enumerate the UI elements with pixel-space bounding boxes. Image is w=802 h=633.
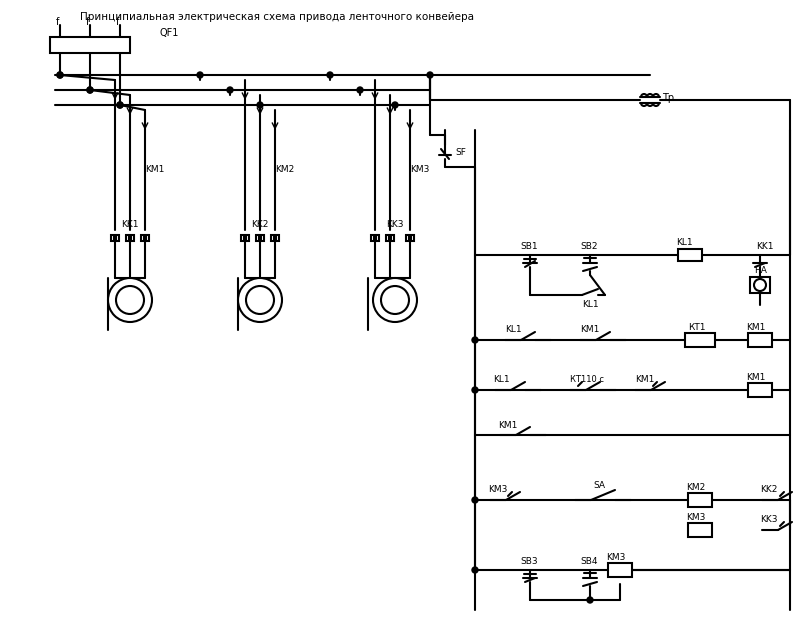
Bar [747, 383, 771, 397]
Bar [749, 277, 769, 293]
Text: SB3: SB3 [520, 558, 537, 567]
Bar [375, 235, 379, 241]
Text: Принципиальная электрическая схема привода ленточного конвейера: Принципиальная электрическая схема приво… [80, 12, 473, 22]
Bar [146, 235, 149, 241]
Text: KM2: KM2 [685, 484, 704, 492]
Circle shape [472, 497, 477, 503]
Text: KK1: KK1 [755, 242, 772, 251]
Bar [126, 235, 129, 241]
Bar [391, 235, 394, 241]
Text: f: f [115, 17, 119, 27]
Bar [607, 563, 631, 577]
Circle shape [117, 102, 123, 108]
Circle shape [257, 102, 263, 108]
Bar [50, 37, 130, 53]
Text: KK2: KK2 [251, 220, 269, 230]
Circle shape [117, 102, 123, 108]
Text: KK3: KK3 [759, 515, 776, 525]
Circle shape [427, 72, 432, 78]
Text: f: f [86, 17, 89, 27]
Text: KL1: KL1 [504, 325, 521, 334]
Text: KM1: KM1 [634, 375, 654, 384]
Circle shape [237, 278, 282, 322]
Bar [687, 493, 711, 507]
Text: f: f [56, 17, 59, 27]
Bar [411, 235, 414, 241]
Text: KM3: KM3 [488, 486, 507, 494]
Circle shape [380, 286, 408, 314]
Text: SB2: SB2 [579, 242, 597, 251]
Bar [371, 235, 374, 241]
Circle shape [391, 102, 398, 108]
Circle shape [196, 72, 203, 78]
Text: KK3: KK3 [386, 220, 403, 230]
Circle shape [753, 279, 765, 291]
Text: SF: SF [455, 149, 465, 158]
Circle shape [115, 286, 144, 314]
Bar [245, 235, 249, 241]
Text: M1: M1 [123, 295, 137, 305]
Circle shape [586, 597, 592, 603]
Bar [115, 235, 119, 241]
Text: KK2: KK2 [759, 486, 776, 494]
Circle shape [472, 337, 477, 343]
Text: KL1: KL1 [581, 301, 597, 310]
Bar [684, 333, 714, 347]
Text: SA: SA [592, 482, 604, 491]
Text: M2: M2 [253, 295, 267, 305]
Text: SB4: SB4 [579, 558, 597, 567]
Text: QF1: QF1 [160, 28, 179, 38]
Bar [111, 235, 114, 241]
Bar [131, 235, 134, 241]
Text: КТ1: КТ1 [687, 323, 705, 332]
Text: KL1: KL1 [492, 375, 509, 384]
Bar [406, 235, 408, 241]
Bar [677, 249, 701, 261]
Bar [276, 235, 278, 241]
Text: SB1: SB1 [520, 242, 537, 251]
Circle shape [326, 72, 333, 78]
Text: КТ110 с: КТ110 с [569, 375, 603, 384]
Bar [241, 235, 244, 241]
Circle shape [472, 567, 477, 573]
Circle shape [227, 87, 233, 93]
Circle shape [472, 387, 477, 393]
Bar [270, 235, 273, 241]
Text: KM1: KM1 [579, 325, 598, 334]
Text: KM2: KM2 [274, 165, 294, 175]
Text: KL1: KL1 [675, 239, 692, 248]
Bar [256, 235, 259, 241]
Text: KK1: KK1 [121, 220, 139, 230]
Bar [747, 333, 771, 347]
Text: M3: M3 [387, 295, 402, 305]
Text: KM3: KM3 [606, 553, 625, 563]
Text: KM1: KM1 [745, 373, 764, 382]
Text: Тр: Тр [661, 93, 674, 103]
Bar [261, 235, 264, 241]
Text: KM3: KM3 [685, 513, 704, 522]
Text: KM1: KM1 [745, 323, 764, 332]
Circle shape [57, 72, 63, 78]
Text: KM1: KM1 [497, 420, 516, 430]
Bar [386, 235, 388, 241]
Text: KM1: KM1 [145, 165, 164, 175]
Bar [687, 523, 711, 537]
Circle shape [107, 278, 152, 322]
Circle shape [245, 286, 273, 314]
Bar [141, 235, 144, 241]
Circle shape [357, 87, 363, 93]
Text: НА: НА [753, 266, 766, 275]
Circle shape [87, 87, 93, 93]
Circle shape [57, 72, 63, 78]
Text: KM3: KM3 [410, 165, 429, 175]
Circle shape [373, 278, 416, 322]
Circle shape [87, 87, 93, 93]
